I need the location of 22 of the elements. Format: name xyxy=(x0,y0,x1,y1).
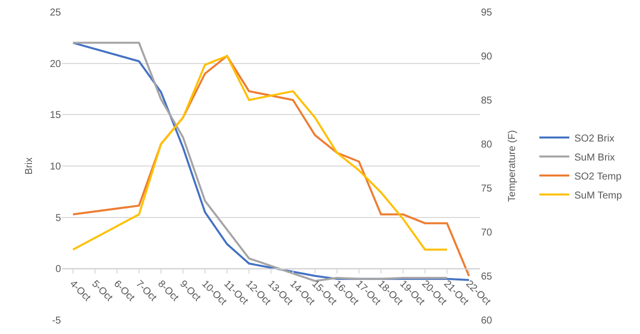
y-tick-label: 0 xyxy=(55,264,62,276)
line-series xyxy=(72,55,448,251)
y-tick-label: 15 xyxy=(50,110,62,122)
y2-axis-title: Temperature (F) xyxy=(507,130,518,202)
legend-label: SuM Brix xyxy=(574,152,615,164)
y2-tick-label: 95 xyxy=(481,8,493,18)
y-tick-label: 20 xyxy=(50,58,62,70)
y2-tick-label: 65 xyxy=(481,272,493,282)
y-axis-title: Brix xyxy=(24,157,35,175)
y-tick-label: 10 xyxy=(50,162,62,172)
legend-label: SuM Temp xyxy=(574,190,622,202)
legend-label: SO2 Brix xyxy=(574,133,614,144)
y-tick-label: 5 xyxy=(55,212,62,224)
legend-label: SO2 Temp xyxy=(574,171,622,182)
y2-tick-label: 70 xyxy=(481,228,493,238)
y-tick-label: -5 xyxy=(52,316,62,326)
y2-tick-label: 85 xyxy=(481,96,493,106)
y-tick-label: 25 xyxy=(50,8,62,18)
y2-tick-label: 90 xyxy=(481,52,493,62)
y2-tick-label: 80 xyxy=(481,140,493,150)
y2-tick-label: 75 xyxy=(481,184,493,194)
y2-tick-label: 60 xyxy=(481,316,493,326)
